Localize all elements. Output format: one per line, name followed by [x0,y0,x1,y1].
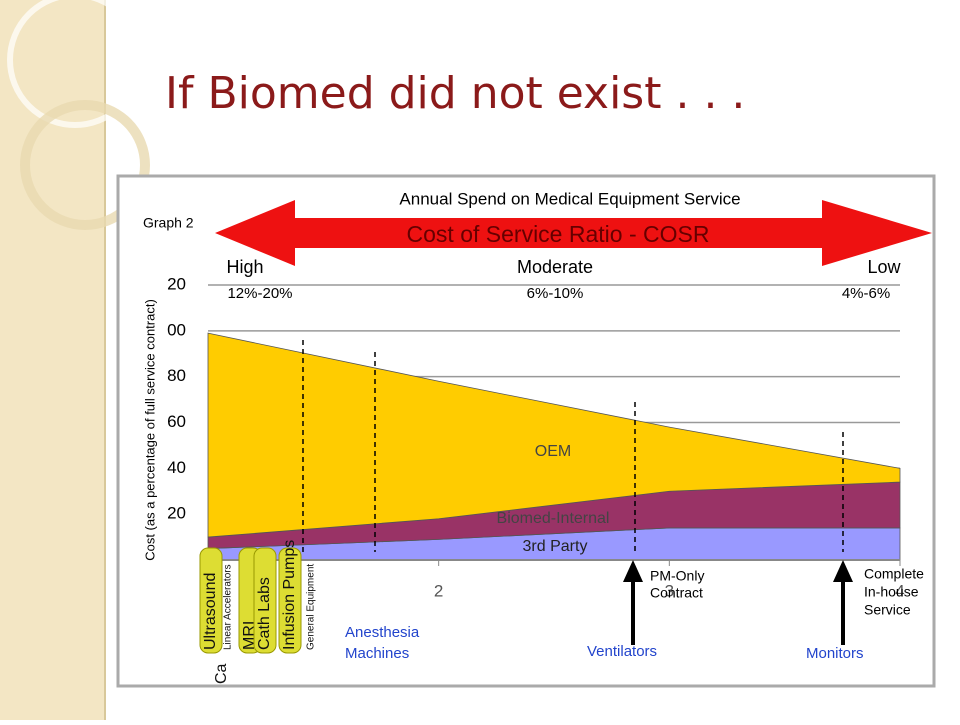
equipment-label: Cath Labs [256,577,273,650]
annotation: Machines [345,645,409,662]
equipment-label: Ca [213,663,230,684]
area-label: 3rd Party [523,538,588,555]
y-tick-label: 80 [167,366,186,385]
y-tick-label: 20 [167,274,186,293]
cosr-arrow [215,200,932,266]
area-label: Biomed-Internal [497,510,610,527]
y-tick-label: 40 [167,458,186,477]
level-range: 12%-20% [227,285,292,302]
equipment-label: Linear Accelerators [223,564,234,650]
slide-title: If Biomed did not exist . . . [165,68,745,119]
x-tick-label: 2 [434,581,443,600]
equipment-label: Infusion Pumps [281,540,298,650]
y-tick-label: 00 [167,320,186,339]
level-range: 4%-6% [842,285,890,302]
annotation: Ventilators [587,643,657,660]
y-axis-label: Cost (as a percentage of full service co… [142,299,157,561]
annotation: Contract [650,585,703,601]
annotation: Service [864,602,911,618]
chart: Annual Spend on Medical Equipment Servic… [142,189,924,684]
banner-text: Cost of Service Ratio - COSR [407,221,710,247]
equipment-label: General Equipment [306,564,317,650]
level-name: High [226,257,263,277]
arrow-head [833,560,853,582]
level-name: Low [867,257,901,277]
annotation: PM-Only [650,568,704,584]
level-name: Moderate [517,257,593,277]
chart-title: Annual Spend on Medical Equipment Servic… [399,189,740,208]
equipment-tag [253,547,277,654]
area [207,332,901,538]
equipment-tag [278,547,302,654]
annotation: Complete [864,566,924,582]
level-range: 6%-10% [527,285,584,302]
decor-circle [20,100,150,230]
y-tick-label: 60 [167,412,186,431]
area-label: OEM [535,443,571,460]
y-tick-label: 20 [167,504,186,523]
annotation: Anesthesia [345,624,420,641]
annotation: Monitors [806,645,864,662]
annotation: In-house [864,584,919,600]
graph-label: Graph 2 [143,215,194,231]
equipment-tag [199,547,223,654]
equipment-label: Ultrasound [202,573,219,650]
decor-circle [7,0,143,128]
x-tick-label: 4 [895,581,904,600]
arrow-head [623,560,643,582]
x-tick-label: 3 [665,581,674,600]
